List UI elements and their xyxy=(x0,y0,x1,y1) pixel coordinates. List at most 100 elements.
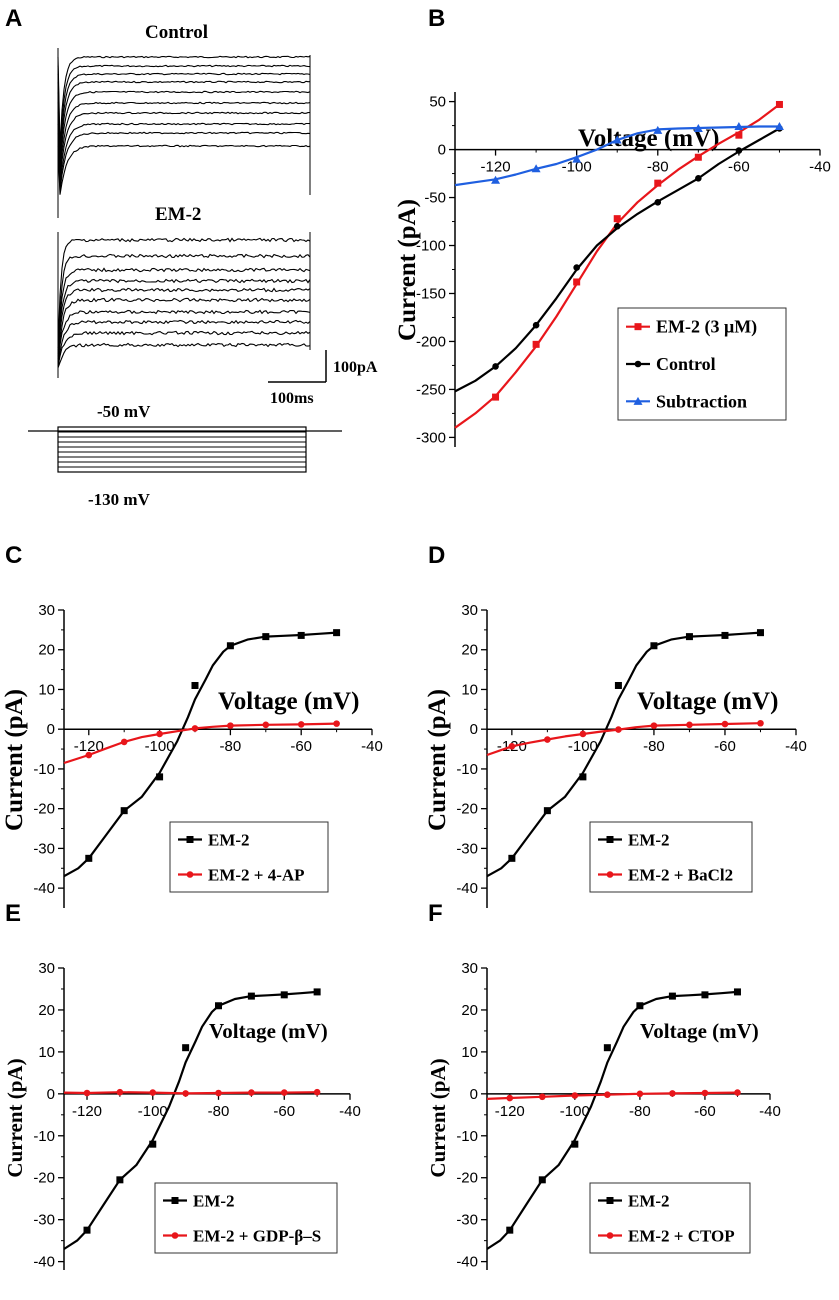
x-tick-label: -40 xyxy=(361,738,383,755)
data-point xyxy=(650,642,658,650)
em2-trace xyxy=(57,297,311,359)
legend-label: EM-2 xyxy=(628,831,670,850)
panel-label-c: C xyxy=(5,542,22,569)
data-point xyxy=(156,730,163,738)
legend-label: EM-2 + GDP-β–S xyxy=(193,1227,321,1246)
data-point xyxy=(571,1140,579,1148)
data-point xyxy=(573,264,580,271)
data-point xyxy=(83,1089,91,1097)
data-point xyxy=(615,726,622,733)
legend-label: EM-2 + 4-AP xyxy=(208,866,305,885)
data-point xyxy=(734,1089,741,1096)
x-tick-label: -60 xyxy=(290,738,312,755)
x-tick-label: -100 xyxy=(138,1103,168,1120)
x-tick-label: -120 xyxy=(72,1103,102,1120)
em2-trace xyxy=(57,309,311,362)
em2-trace xyxy=(57,287,311,358)
legend-marker xyxy=(186,836,194,843)
data-point xyxy=(695,175,702,182)
data-point xyxy=(603,1044,611,1052)
data-point xyxy=(531,164,541,173)
data-point xyxy=(156,773,164,781)
panel-a: A Control EM-2 100pA 100ms -50 mV -130 m… xyxy=(5,5,378,509)
data-point xyxy=(149,1140,157,1148)
legend-label: EM-2 + CTOP xyxy=(628,1227,735,1246)
y-tick-label: -20 xyxy=(33,1170,55,1187)
y-tick-label: 20 xyxy=(461,642,478,659)
data-point xyxy=(492,363,499,370)
legend-marker xyxy=(186,871,194,878)
y-tick-label: -100 xyxy=(416,238,446,255)
data-point xyxy=(579,730,587,738)
em2-trace xyxy=(57,319,311,366)
control-trace xyxy=(57,101,311,177)
y-tick-label: 20 xyxy=(38,1002,55,1019)
y-tick-label: 0 xyxy=(47,721,55,738)
data-point xyxy=(538,1093,546,1101)
data-point xyxy=(571,1092,579,1099)
data-point xyxy=(613,223,621,230)
panel-label-d: D xyxy=(428,542,445,569)
y-tick-label: 30 xyxy=(461,960,478,977)
data-point xyxy=(248,1089,255,1096)
x-tick-label: -80 xyxy=(220,738,242,755)
series-line xyxy=(63,990,318,1250)
data-point xyxy=(280,991,288,999)
data-point xyxy=(297,721,305,728)
data-point xyxy=(215,1089,222,1097)
y-axis-label: Current (pA) xyxy=(424,689,451,831)
control-trace xyxy=(57,90,311,172)
legend-marker xyxy=(606,836,614,843)
y-tick-label: -250 xyxy=(416,381,446,398)
data-point xyxy=(636,1090,644,1098)
control-trace xyxy=(57,55,311,147)
y-tick-label: -40 xyxy=(33,1254,55,1271)
control-traces xyxy=(57,48,311,218)
data-point xyxy=(756,629,764,637)
data-point xyxy=(532,340,540,348)
em2-trace xyxy=(57,237,311,348)
data-point xyxy=(506,1094,514,1102)
x-tick-label: -120 xyxy=(481,159,511,176)
panel-label-b: B xyxy=(428,5,445,32)
legend-marker xyxy=(606,1232,614,1239)
x-tick-label: -40 xyxy=(759,1103,781,1120)
y-tick-label: 30 xyxy=(38,960,55,977)
data-point xyxy=(226,642,234,650)
data-point xyxy=(182,1044,190,1052)
data-point xyxy=(694,153,702,161)
y-tick-label: -20 xyxy=(456,1170,478,1187)
series-line xyxy=(63,1091,318,1095)
data-point xyxy=(85,854,93,862)
y-tick-label: 30 xyxy=(38,602,55,619)
data-point xyxy=(83,1226,91,1234)
legend-label: Control xyxy=(656,354,716,374)
legend-label: EM-2 xyxy=(208,831,250,850)
data-point xyxy=(774,122,784,131)
y-tick-label: 50 xyxy=(429,94,446,111)
data-point xyxy=(733,988,741,996)
data-point xyxy=(491,175,501,184)
data-point xyxy=(215,1002,223,1010)
em2-trace xyxy=(57,278,311,356)
data-point xyxy=(116,1176,124,1184)
data-point xyxy=(604,1091,611,1098)
legend-box xyxy=(169,821,329,893)
legend-box xyxy=(154,1182,338,1254)
y-tick-label: -20 xyxy=(456,801,478,818)
legend-box xyxy=(589,821,753,893)
data-point xyxy=(120,738,128,746)
data-point xyxy=(543,807,551,815)
x-tick-label: -80 xyxy=(208,1103,230,1120)
x-axis-label: Voltage (mV) xyxy=(218,688,359,715)
series-line xyxy=(486,990,738,1250)
data-point xyxy=(313,988,321,996)
control-trace xyxy=(57,131,311,191)
chart-d: 3020100-10-20-30-40-120-100-80-60-40Volt… xyxy=(424,602,807,908)
data-point xyxy=(735,131,743,139)
x-tick-label: -60 xyxy=(694,1103,716,1120)
x-tick-label: -60 xyxy=(728,159,750,176)
legend-box xyxy=(589,1182,751,1254)
data-point xyxy=(247,992,255,1000)
data-point xyxy=(668,992,676,1000)
